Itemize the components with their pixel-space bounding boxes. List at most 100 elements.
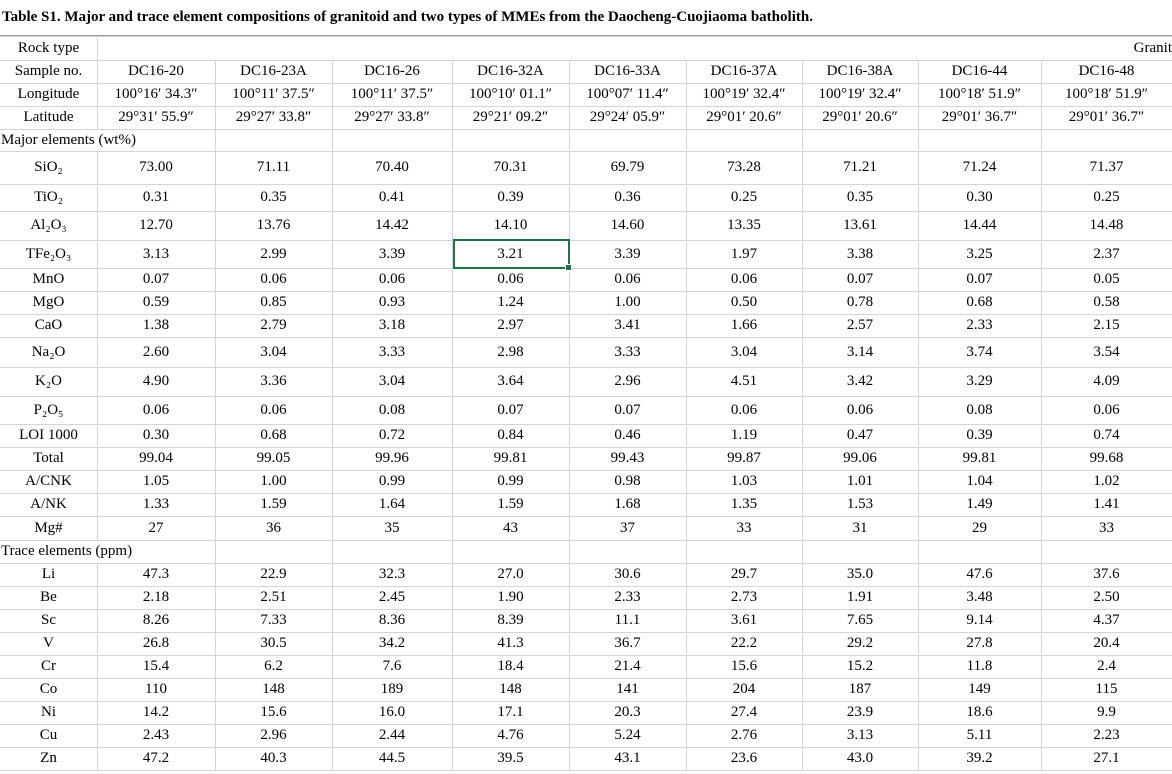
grid-line <box>332 396 333 424</box>
grid-line <box>0 540 1172 541</box>
table-cell: 27 <box>148 519 164 536</box>
table-cell: DC16-20 <box>128 63 184 79</box>
table-cell: 29°24′ 05.9″ <box>589 109 666 125</box>
table-cell: 11.1 <box>614 612 641 628</box>
table-cell: 29.2 <box>846 635 874 651</box>
grid-line <box>0 184 1172 185</box>
grid-line <box>452 106 453 129</box>
grid-line <box>0 770 1172 771</box>
grid-line <box>0 724 1172 725</box>
grid-line <box>332 151 333 184</box>
table-cell: 99.87 <box>727 450 761 466</box>
table-cell: 3.33 <box>614 343 641 360</box>
grid-line <box>215 563 216 586</box>
grid-line <box>1041 129 1042 151</box>
grid-line <box>215 211 216 240</box>
grid-line <box>918 314 919 337</box>
table-cell: 99.04 <box>139 450 173 466</box>
row-label: Sample no. <box>14 63 83 79</box>
table-cell: 29°01′ 36.7″ <box>941 109 1018 125</box>
grid-line <box>452 586 453 609</box>
table-cell: 0.39 <box>966 427 993 443</box>
table-cell: 8.36 <box>378 612 406 628</box>
grid-line <box>97 424 98 447</box>
grid-line <box>0 424 1172 425</box>
table-cell: 27.1 <box>1093 750 1120 766</box>
table-cell: 27.8 <box>966 635 993 651</box>
grid-line <box>215 367 216 396</box>
table-cell: 29°27′ 33.8″ <box>354 109 430 125</box>
grid-line <box>0 129 1172 130</box>
grid-line <box>0 367 1172 368</box>
table-cell: 110 <box>145 681 167 697</box>
row-label: A/CNK <box>25 473 72 489</box>
grid-line <box>802 151 803 184</box>
table-cell: 73.00 <box>139 159 173 175</box>
grid-line <box>332 655 333 678</box>
grid-line <box>802 678 803 701</box>
grid-line <box>686 493 687 516</box>
table-cell: 4.76 <box>497 727 524 743</box>
table-cell: 1.59 <box>497 496 524 512</box>
table-cell: 15.6 <box>730 658 758 674</box>
grid-line <box>0 586 1172 587</box>
table-cell: 0.30 <box>966 189 993 205</box>
grid-line <box>802 184 803 211</box>
table-cell: 11.8 <box>966 658 993 674</box>
grid-line <box>686 516 687 540</box>
table-cell: 47.6 <box>966 566 993 582</box>
table-cell: 44.5 <box>378 750 406 766</box>
table-cell: 2.97 <box>497 317 524 333</box>
grid-line <box>452 151 453 184</box>
table-cell: 2.43 <box>142 727 170 743</box>
grid-line <box>918 60 919 83</box>
grid-line <box>569 424 570 447</box>
grid-line <box>452 632 453 655</box>
grid-line <box>686 678 687 701</box>
table-cell: 0.06 <box>614 271 641 287</box>
grid-line <box>802 470 803 493</box>
table-cell: 2.51 <box>260 589 287 605</box>
grid-line <box>332 367 333 396</box>
grid-line <box>97 724 98 747</box>
grid-line <box>215 129 216 151</box>
grid-line <box>332 291 333 314</box>
table-cell: 0.35 <box>846 189 874 205</box>
grid-line <box>1041 240 1042 268</box>
table-cell: 29.7 <box>730 566 758 582</box>
grid-line <box>332 701 333 724</box>
grid-line <box>1041 678 1042 701</box>
table-cell: 2.44 <box>378 727 406 743</box>
grid-line <box>918 337 919 367</box>
table-cell: 47.3 <box>142 566 170 582</box>
table-cell: 100°11′ 37.5″ <box>350 86 434 102</box>
table-cell: DC16-38A <box>826 63 894 79</box>
grid-line <box>97 211 98 240</box>
table-cell: 0.06 <box>142 401 170 418</box>
grid-line <box>97 314 98 337</box>
table-cell: 2.73 <box>730 589 758 605</box>
grid-line <box>569 678 570 701</box>
grid-line <box>332 447 333 470</box>
table-cell: 23.9 <box>846 704 874 720</box>
table-cell: 1.49 <box>966 496 993 512</box>
table-cell: 1.53 <box>846 496 874 512</box>
grid-line <box>0 493 1172 494</box>
table-cell: 47.2 <box>142 750 170 766</box>
grid-line <box>0 268 1172 269</box>
grid-line <box>215 337 216 367</box>
table-cell: 8.39 <box>497 612 524 628</box>
grid-line <box>569 609 570 632</box>
grid-line <box>802 563 803 586</box>
table-cell: 0.06 <box>260 271 287 287</box>
grid-line <box>215 314 216 337</box>
grid-line <box>215 184 216 211</box>
table-cell: 100°19′ 32.4″ <box>818 86 902 102</box>
table-cell: 100°16′ 34.3″ <box>114 86 198 102</box>
table-cell: 71.24 <box>962 159 997 175</box>
grid-line <box>1041 314 1042 337</box>
table-cell: 100°18′ 51.9″ <box>937 86 1022 102</box>
table-cell: 43.0 <box>846 750 874 766</box>
table-cell: 4.37 <box>1093 612 1120 628</box>
grid-line <box>0 36 1172 37</box>
